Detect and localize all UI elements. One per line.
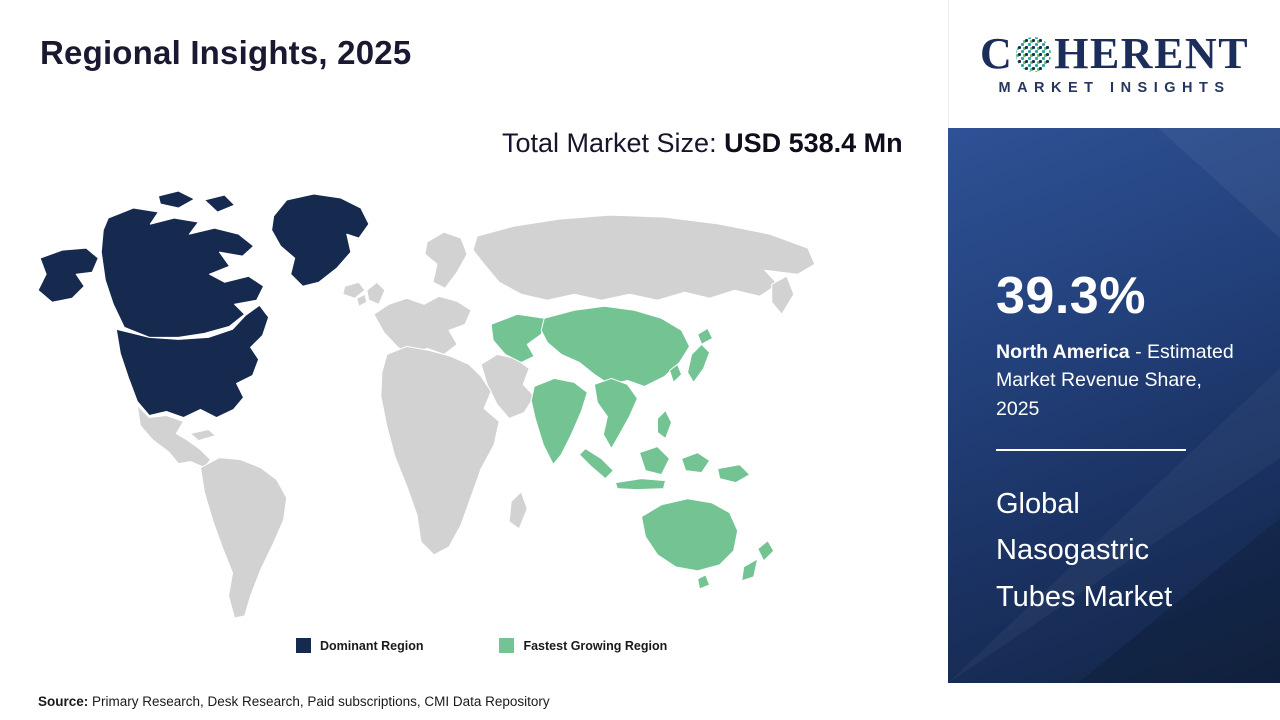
region-japan-main (687, 343, 711, 383)
legend-label-dominant: Dominant Region (320, 638, 424, 653)
region-arctic-islands-west (157, 190, 195, 209)
map-legend: Dominant Region Fastest Growing Region (296, 638, 667, 653)
region-ireland (356, 293, 368, 307)
region-africa (380, 345, 500, 556)
source-label: Source: (38, 694, 89, 709)
region-madagascar (508, 491, 528, 530)
region-new-zealand-north (757, 540, 775, 562)
region-south-america (199, 457, 288, 619)
region-scandinavia (424, 231, 468, 289)
market-share-description: North America - Estimated Market Revenue… (996, 338, 1248, 423)
market-share-description-rest: - Estimated Market Revenue Share, 2025 (996, 341, 1234, 420)
market-name: Global Nasogastric Tubes Market (996, 487, 1173, 613)
region-arctic-islands-east (203, 194, 236, 213)
total-market-size-label: Total Market Size: (502, 128, 725, 158)
region-usa (115, 304, 270, 419)
region-iceland (342, 281, 366, 299)
divider-line (996, 448, 1186, 451)
region-philippines (657, 410, 673, 440)
region-middle-east (480, 353, 535, 420)
legend-item-fastest-growing: Fastest Growing Region (499, 638, 667, 653)
source-text: Primary Research, Desk Research, Paid su… (88, 694, 550, 709)
region-india (530, 377, 588, 466)
logo-globe-icon (1016, 36, 1052, 72)
region-korea (669, 363, 683, 383)
region-sumatra (578, 448, 614, 480)
market-share-region: North America (996, 341, 1130, 363)
source-note: Source: Primary Research, Desk Research,… (38, 694, 550, 709)
region-china (540, 305, 691, 387)
region-europe (373, 295, 472, 357)
region-japan-north (697, 327, 714, 345)
region-uk (366, 281, 386, 305)
region-cuba (189, 429, 217, 442)
brand-suffix: HERENT (1054, 29, 1250, 78)
brand-logo: C HERENT MARKET INSIGHTS (948, 0, 1280, 128)
total-market-size-value: USD 538.4 Mn (724, 128, 903, 158)
page-title: Regional Insights, 2025 (40, 34, 412, 71)
market-share-value: 39.3% (996, 267, 1146, 325)
region-mexico-central-america (136, 404, 211, 469)
brand-subtitle: MARKET INSIGHTS (998, 80, 1231, 96)
region-australia (640, 498, 739, 572)
legend-swatch-dominant (296, 638, 311, 653)
stats-panel: 39.3% North America - Estimated Market R… (948, 128, 1280, 683)
region-canada (100, 207, 265, 338)
slide-main: Regional Insights, 2025 Total Market Siz… (28, 34, 917, 709)
world-map (28, 186, 840, 632)
world-map-svg (37, 190, 816, 619)
region-borneo (638, 446, 671, 476)
brand-wordmark: C HERENT (980, 32, 1249, 76)
region-russia (472, 214, 816, 301)
region-central-asia (490, 313, 545, 363)
region-alaska (37, 247, 99, 303)
sidebar: C HERENT MARKET INSIGHTS 39.3% North Ame… (948, 0, 1280, 720)
region-greenland (271, 193, 370, 287)
region-new-zealand-south (741, 558, 759, 582)
legend-item-dominant: Dominant Region (296, 638, 423, 653)
region-papua (717, 464, 751, 484)
region-java (614, 478, 667, 491)
region-southeast-asia (593, 377, 638, 450)
legend-swatch-fastest-growing (499, 638, 515, 653)
total-market-size: Total Market Size: USD 538.4 Mn (502, 124, 917, 163)
region-sulawesi (681, 452, 711, 474)
legend-label-fastest-growing: Fastest Growing Region (523, 638, 668, 653)
brand-prefix: C (979, 29, 1014, 78)
region-tasmania (697, 574, 711, 590)
region-kamchatka (771, 275, 795, 315)
